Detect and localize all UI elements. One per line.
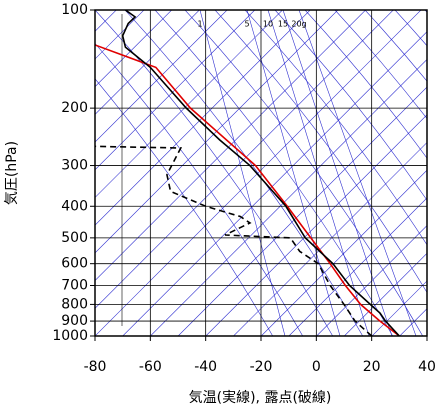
- x-tick-label: -40: [194, 359, 217, 375]
- y-tick-label: 700: [61, 278, 88, 294]
- mixing-ratio-label: 5: [244, 20, 249, 29]
- x-tick-label: -60: [139, 359, 162, 375]
- y-tick-label: 1000: [52, 328, 88, 344]
- x-tick-label: 20: [363, 359, 381, 375]
- sounding-line: [95, 146, 372, 336]
- y-axis-label: 気圧(hPa): [4, 141, 20, 205]
- isotherm: [427, 0, 436, 336]
- mixing-ratio-label: 1: [197, 20, 202, 29]
- x-tick-label: 0: [312, 359, 321, 375]
- mixing-ratio-line: [200, 10, 285, 336]
- y-tick-label: 100: [61, 2, 88, 18]
- y-tick-label: 400: [61, 198, 88, 214]
- y-tick-label: 500: [61, 230, 88, 246]
- y-tick-label: 800: [61, 296, 88, 312]
- mixing-ratio-label: 10: [263, 20, 273, 29]
- y-tick-label: 900: [61, 313, 88, 329]
- x-axis-label: 気温(実線), 露点(破線): [189, 390, 332, 406]
- x-tick-label: -20: [250, 359, 273, 375]
- x-tick-label: 40: [418, 359, 436, 375]
- x-tick-label: -80: [84, 359, 107, 375]
- y-tick-label: 200: [61, 100, 88, 116]
- mixing-ratio-label: 20g: [291, 20, 306, 29]
- mixing-ratio-label: 15: [278, 20, 288, 29]
- y-tick-label: 600: [61, 256, 88, 272]
- y-tick-label: 300: [61, 158, 88, 174]
